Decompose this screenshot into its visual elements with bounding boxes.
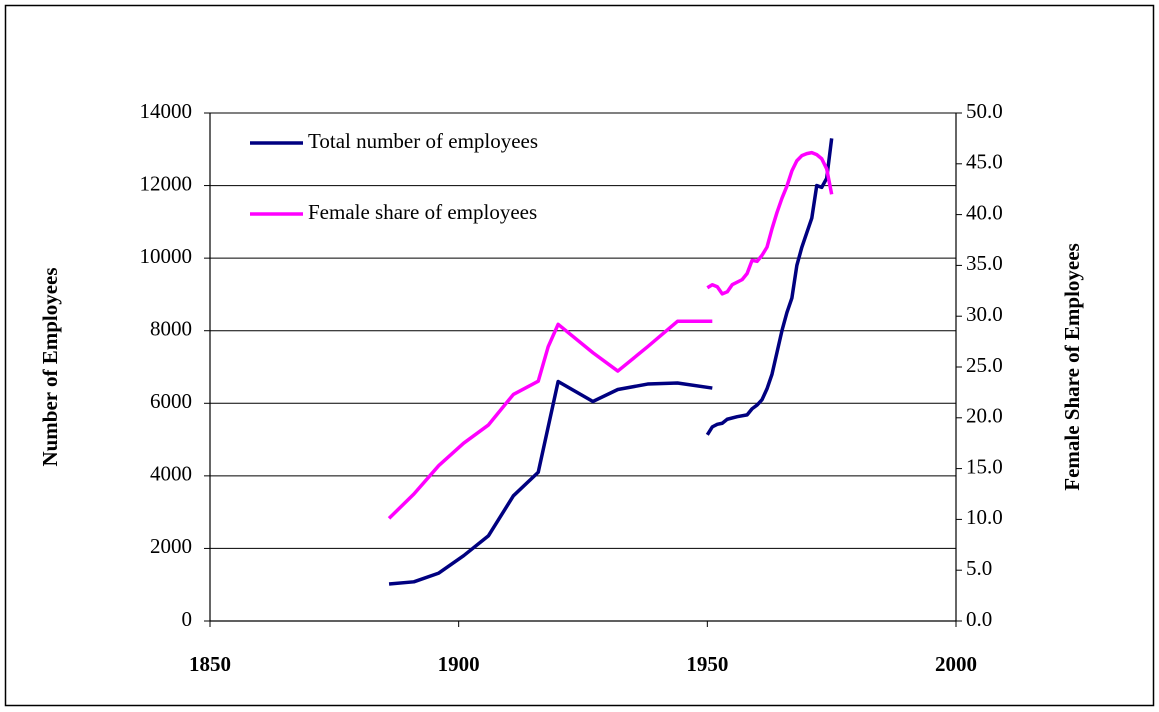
series-line [387, 150, 834, 520]
x-tick-label: 2000 [935, 652, 977, 676]
chart-frame [4, 4, 1155, 707]
y2-tick-label: 20.0 [966, 404, 1003, 428]
y2-tick-label: 35.0 [966, 251, 1003, 275]
y-tick-label: 0 [182, 607, 193, 631]
y-tick-label: 10000 [140, 244, 193, 268]
y2-tick-label: 15.0 [966, 454, 1003, 478]
y2-tick-label: 0.0 [966, 607, 992, 631]
y-tick-label: 12000 [140, 171, 193, 195]
y2-tick-label: 40.0 [966, 200, 1003, 224]
y-tick-label: 4000 [150, 462, 192, 486]
legend-label: Total number of employees [308, 129, 538, 153]
y-axis-title: Number of Employees [38, 267, 62, 466]
y-tick-label: 6000 [150, 389, 192, 413]
legend-label: Female share of employees [308, 200, 537, 224]
y2-axis-title: Female Share of Employees [1060, 243, 1084, 491]
y-tick-label: 2000 [150, 534, 192, 558]
y2-tick-label: 45.0 [966, 150, 1003, 174]
series-line [388, 138, 834, 586]
y-tick-label: 14000 [140, 99, 193, 123]
y2-tick-label: 25.0 [966, 353, 1003, 377]
y2-tick-label: 10.0 [966, 505, 1003, 529]
x-tick-label: 1850 [189, 652, 231, 676]
y2-tick-label: 50.0 [966, 99, 1003, 123]
x-tick-label: 1900 [438, 652, 480, 676]
y2-tick-label: 5.0 [966, 556, 992, 580]
y2-tick-label: 30.0 [966, 302, 1003, 326]
y-tick-label: 8000 [150, 317, 192, 341]
x-tick-label: 1950 [686, 652, 728, 676]
